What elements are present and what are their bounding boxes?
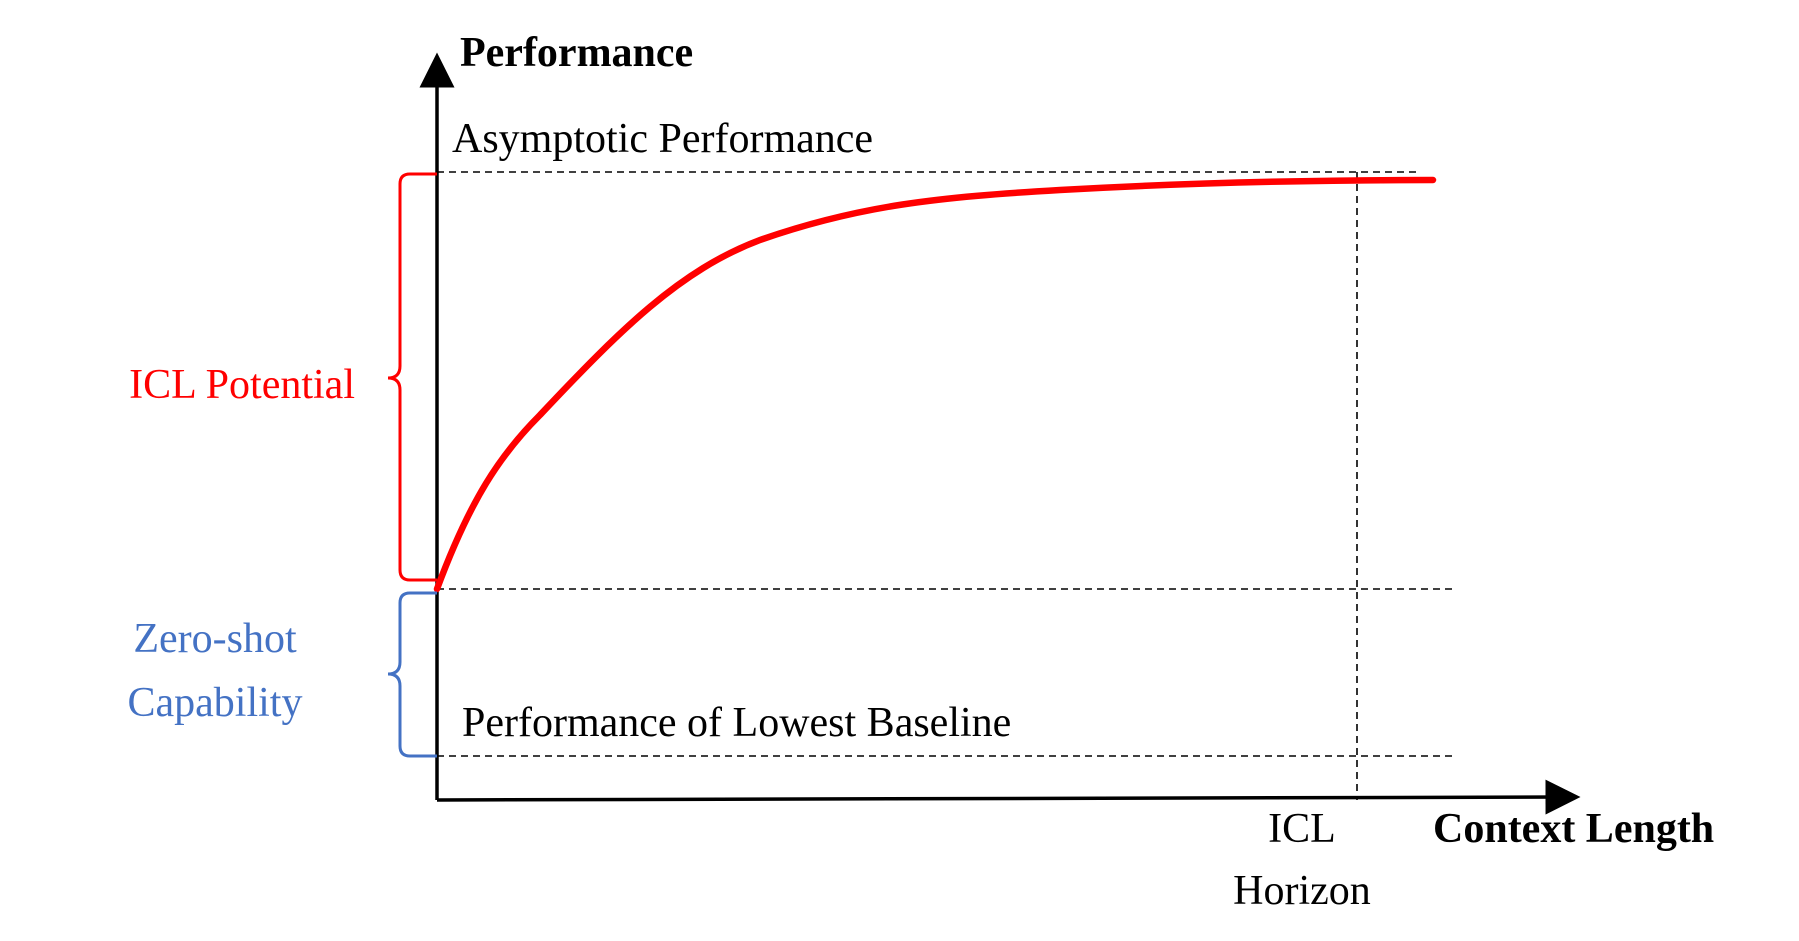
zero-shot-label-line2: Capability xyxy=(128,680,303,726)
x-axis-label: Context Length xyxy=(1433,806,1714,852)
zero-shot-label-line1: Zero-shot xyxy=(133,616,297,662)
icl-horizon-label-line1: ICL xyxy=(1268,806,1336,852)
icl-horizon-label-line2: Horizon xyxy=(1233,868,1371,914)
icl-potential-label: ICL Potential xyxy=(129,362,355,408)
x-axis xyxy=(436,779,1581,815)
asymptotic-performance-label: Asymptotic Performance xyxy=(452,116,873,162)
icl-potential-brace xyxy=(387,172,437,582)
lowest-baseline-label: Performance of Lowest Baseline xyxy=(462,700,1011,746)
y-axis-label: Performance xyxy=(460,30,693,76)
performance-curve xyxy=(433,176,1437,593)
zero-shot-brace xyxy=(387,591,437,758)
